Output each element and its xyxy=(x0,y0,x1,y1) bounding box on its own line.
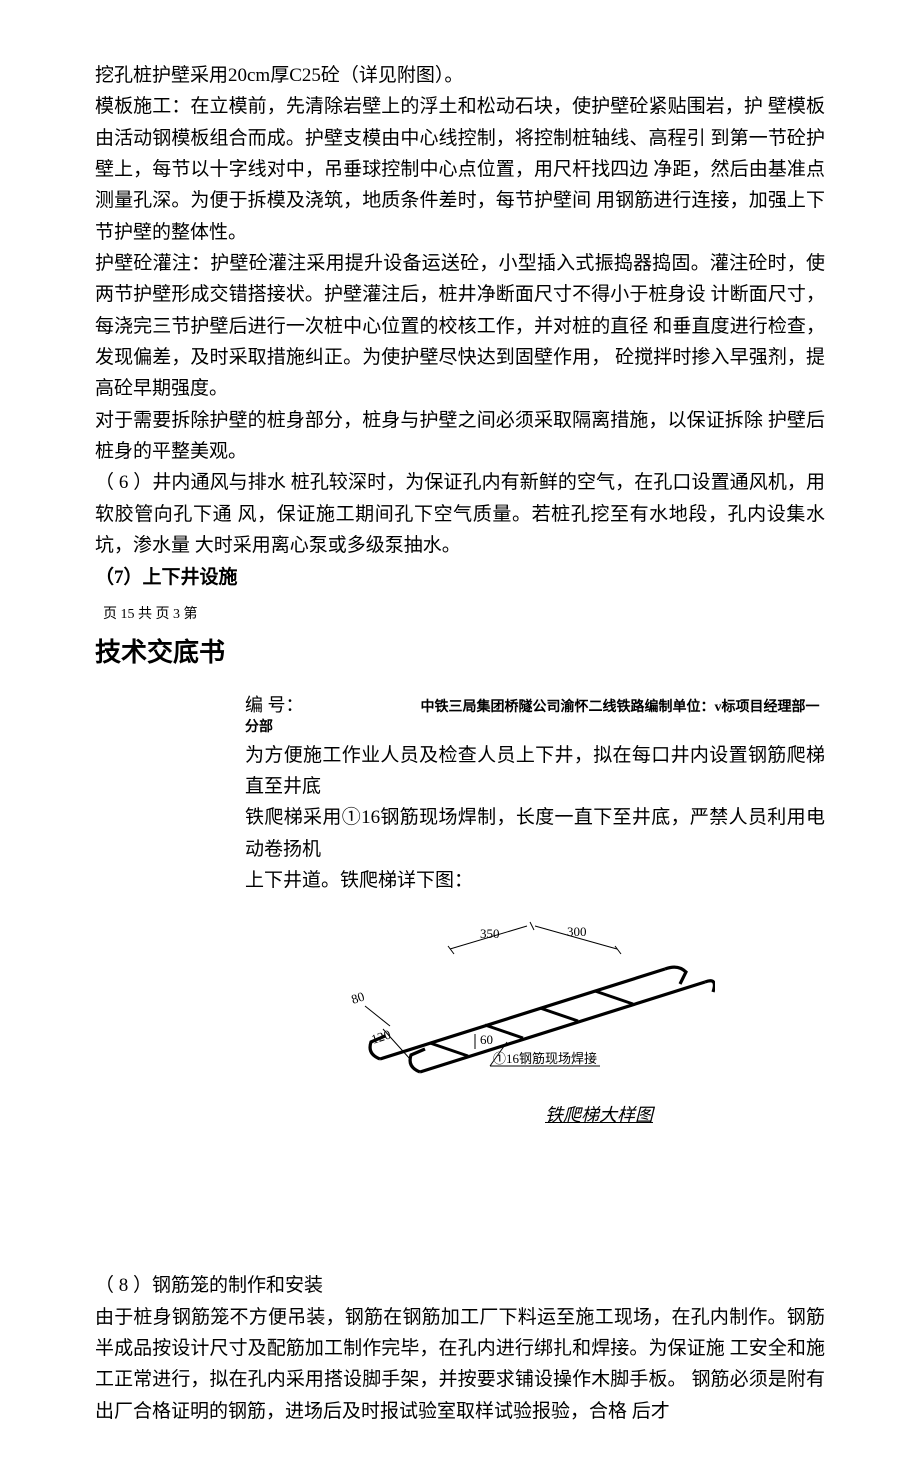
section3-p2: 由于桩身钢筋笼不方便吊装，钢筋在钢筋加工厂下料运至施工现场，在孔内制作。钢筋半成… xyxy=(95,1302,825,1427)
dim-300: 300 xyxy=(567,924,587,939)
paragraph-5: （ 6 ）井内通风与排水 桩孔较深时，为保证孔内有新鲜的空气，在孔口设置通风机，… xyxy=(95,467,825,561)
doc-title: 技术交底书 xyxy=(95,632,825,675)
doc-meta: 编 号： 中铁三局集团桥隧公司渝怀二线铁路编制单位：v标项目经理部一分部 xyxy=(245,693,825,738)
dim-350: 350 xyxy=(480,926,500,941)
diagram-caption: 铁爬梯大样图 xyxy=(545,1101,825,1131)
meta-right: 中铁三局集团桥隧公司渝怀二线铁路编制单位：v标项目经理部一分部 xyxy=(245,700,820,735)
dim-60: 60 xyxy=(480,1032,493,1047)
section3-p1: （ 8 ）钢筋笼的制作和安装 xyxy=(95,1270,825,1301)
paragraph-1: 挖孔桩护壁采用20cm厚C25砼（详见附图）。 xyxy=(95,60,825,91)
dim-120: 120 xyxy=(369,1027,392,1047)
section2-p2: 铁爬梯采用①16钢筋现场焊制，长度一直下至井底，严禁人员利用电动卷扬机 xyxy=(245,802,825,865)
ladder-diagram: 350 300 80 120 60 ①16钢筋现场焊接 铁爬梯大样图 xyxy=(335,914,825,1130)
paragraph-6: （7）上下井设施 xyxy=(95,562,825,593)
paragraph-3: 护壁砼灌注：护壁砼灌注采用提升设备运送砼，小型插入式振捣器捣固。灌注砼时，使两节… xyxy=(95,248,825,405)
diagram-note: ①16钢筋现场焊接 xyxy=(493,1051,597,1066)
section2-p3: 上下井道。铁爬梯详下图： xyxy=(245,865,825,896)
paragraph-4: 对于需要拆除护壁的桩身部分，桩身与护壁之间必须采取隔离措施，以保证拆除 护壁后桩… xyxy=(95,405,825,468)
paragraph-2: 模板施工：在立模前，先清除岩壁上的浮土和松动石块，使护壁砼紧贴围岩，护 壁模板由… xyxy=(95,91,825,248)
meta-label: 编 号： xyxy=(245,695,304,715)
dim-80: 80 xyxy=(349,989,366,1007)
section2-p1: 为方便施工作业人员及检查人员上下井，拟在每口井内设置钢筋爬梯直至井底 xyxy=(245,740,825,803)
page-number: 页 15 共 页 3 第 xyxy=(103,603,825,626)
